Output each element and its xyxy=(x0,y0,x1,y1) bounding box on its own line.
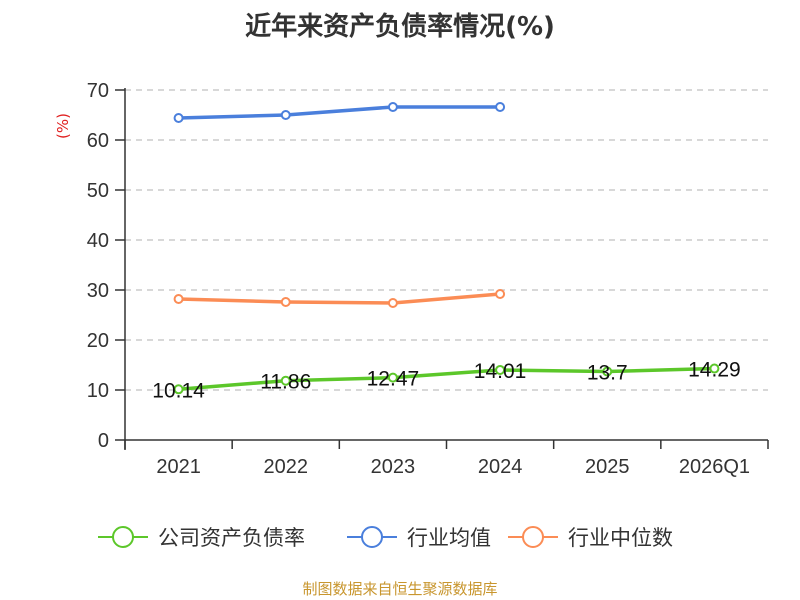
y-unit-label: (%) xyxy=(54,113,72,139)
data-point[interactable] xyxy=(387,372,398,383)
data-point[interactable] xyxy=(387,298,398,308)
data-point[interactable] xyxy=(280,110,291,120)
y-tick-label: 70 xyxy=(87,80,109,102)
x-tick-label: 2026Q1 xyxy=(679,456,750,478)
data-label: 13.7 xyxy=(587,362,628,385)
data-point[interactable] xyxy=(602,366,613,377)
data-point[interactable] xyxy=(495,102,506,112)
series-line xyxy=(178,292,501,305)
x-tick-label: 2023 xyxy=(371,456,416,478)
legend-label[interactable]: 行业中位数 xyxy=(568,526,673,550)
legend-label[interactable]: 行业均值 xyxy=(407,526,491,550)
chart-title: 近年来资产负债率情况(%) xyxy=(245,12,555,42)
y-tick-label: 20 xyxy=(87,330,109,352)
series-line xyxy=(178,105,501,120)
y-tick-label: 0 xyxy=(98,430,109,452)
legend-marker-icon[interactable] xyxy=(361,526,383,548)
y-tick-label: 40 xyxy=(87,230,109,252)
legend-label[interactable]: 公司资产负债率 xyxy=(158,526,305,550)
data-point[interactable] xyxy=(173,384,184,395)
data-point[interactable] xyxy=(495,364,506,375)
legend-marker-icon[interactable] xyxy=(112,526,134,548)
y-tick-label: 30 xyxy=(87,280,109,302)
x-tick-label: 2024 xyxy=(478,456,523,478)
x-tick-label: 2025 xyxy=(585,456,630,478)
y-tick-label: 60 xyxy=(87,130,109,152)
y-tick-label: 10 xyxy=(87,380,109,402)
data-point[interactable] xyxy=(173,113,184,123)
data-point[interactable] xyxy=(280,297,291,307)
data-point[interactable] xyxy=(173,294,184,304)
data-label: 12.47 xyxy=(367,368,420,391)
data-label: 14.29 xyxy=(688,359,741,382)
x-tick-label: 2022 xyxy=(264,456,309,478)
legend-marker-icon[interactable] xyxy=(522,526,544,548)
data-point[interactable] xyxy=(387,102,398,112)
data-label: 10.14 xyxy=(152,379,205,402)
data-label: 11.86 xyxy=(260,371,311,394)
data-point[interactable] xyxy=(495,289,506,299)
data-label: 14.01 xyxy=(474,360,527,383)
data-point[interactable] xyxy=(709,363,720,374)
x-tick-label: 2021 xyxy=(156,456,201,478)
data-source-note: 制图数据来自恒生聚源数据库 xyxy=(302,580,498,598)
data-point[interactable] xyxy=(280,375,291,386)
y-tick-label: 50 xyxy=(87,180,109,202)
series-line xyxy=(178,366,715,392)
